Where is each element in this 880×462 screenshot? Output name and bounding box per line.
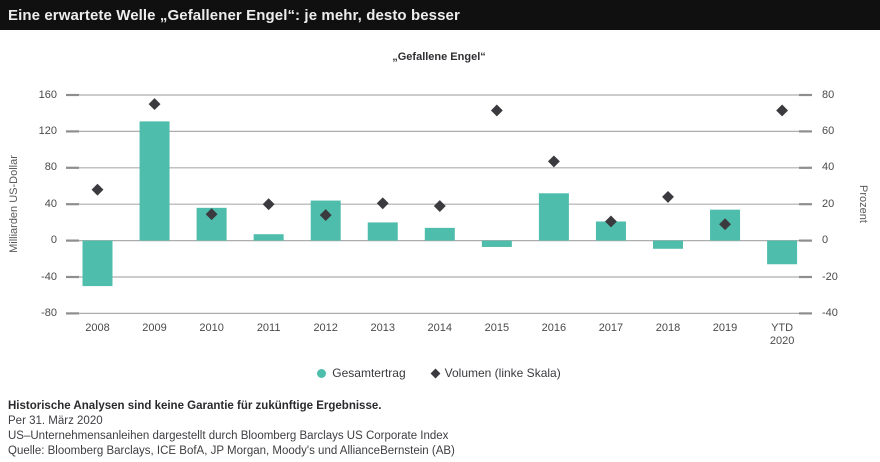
left-axis-tick: -40 (41, 270, 57, 283)
right-axis-tick: 60 (822, 124, 835, 137)
diamond-volumen (490, 104, 503, 117)
left-axis-tick: -80 (41, 306, 57, 319)
diamond-volumen (547, 155, 560, 168)
bar-gesamtertrag (253, 234, 284, 241)
x-axis-label: 2017 (598, 322, 624, 334)
legend-item: Volumen (linke Skala) (430, 366, 561, 380)
x-axis-label: 2014 (427, 322, 453, 334)
legend-item: Gesamtertrag (317, 366, 406, 380)
right-axis-tick: 0 (822, 234, 829, 247)
chart-legend: Gesamtertrag Volumen (linke Skala) (0, 364, 878, 382)
x-axis-label: 2013 (370, 322, 395, 334)
legend-label: Gesamtertrag (332, 366, 406, 380)
x-axis-label: 2016 (541, 322, 567, 334)
x-axis-label: 2009 (142, 322, 167, 334)
left-axis-tick: 40 (44, 197, 57, 210)
bar-gesamtertrag (367, 222, 398, 241)
legend-diamond-icon (430, 368, 441, 378)
footer-asof-date: Per 31. März 2020 (8, 415, 103, 427)
x-axis-label: 2015 (484, 322, 510, 334)
chart-header-band: Eine erwartete Welle „Gefallener Engel“:… (0, 0, 880, 30)
right-axis-tick: -20 (822, 270, 838, 283)
diamond-volumen (91, 183, 104, 196)
footer-source: Quelle: Bloomberg Barclays, ICE BofA, JP… (8, 445, 455, 457)
left-axis-tick: 160 (38, 88, 57, 101)
right-axis-title: Prozent (857, 185, 869, 223)
bar-gesamtertrag (481, 240, 512, 247)
chart-subtitle: „Gefallene Engel“ (392, 51, 486, 63)
x-axis-label: 2018 (655, 322, 681, 334)
bar-gesamtertrag (139, 121, 170, 241)
x-axis-label: 2011 (256, 322, 281, 334)
bar-gesamtertrag (82, 240, 113, 287)
footer-disclaimer: Historische Analysen sind keine Garantie… (8, 400, 382, 412)
bar-gesamtertrag (767, 240, 798, 265)
left-axis-tick: 120 (38, 124, 57, 137)
left-axis-title: Milliarden US-Dollar (8, 155, 20, 253)
diamond-volumen (433, 200, 446, 212)
right-axis-tick: 80 (822, 88, 835, 101)
bar-gesamtertrag (595, 221, 626, 241)
diamond-volumen (376, 197, 389, 210)
diamond-volumen (662, 190, 674, 203)
x-axis-label: 2008 (85, 322, 110, 334)
diamond-volumen (262, 198, 275, 211)
right-axis-tick: 40 (822, 161, 835, 174)
diamond-volumen (148, 98, 161, 111)
bar-gesamtertrag (424, 227, 455, 241)
x-axis-label: 2010 (199, 322, 224, 334)
footer-index-note: US–Unternehmensanleihen dargestellt durc… (8, 430, 449, 442)
bar-gesamtertrag (538, 193, 569, 241)
diamond-volumen (719, 218, 731, 231)
diamond-volumen (776, 104, 789, 117)
x-axis-label: YTD 2020 (769, 322, 795, 347)
x-axis-label: 2019 (712, 322, 738, 334)
right-axis-tick: -40 (822, 306, 838, 319)
page-title: Eine erwartete Welle „Gefallener Engel“:… (8, 6, 460, 24)
left-axis-tick: 0 (50, 234, 57, 247)
left-axis-tick: 80 (44, 161, 57, 174)
x-axis-label: 2012 (313, 322, 338, 334)
chart-plot (66, 93, 812, 315)
footer-notes: Historische Analysen sind keine Garantie… (8, 399, 455, 459)
right-axis-tick: 20 (822, 197, 835, 210)
bar-gesamtertrag (653, 240, 683, 249)
legend-circle-icon (317, 368, 327, 378)
legend-label: Volumen (linke Skala) (444, 366, 561, 380)
